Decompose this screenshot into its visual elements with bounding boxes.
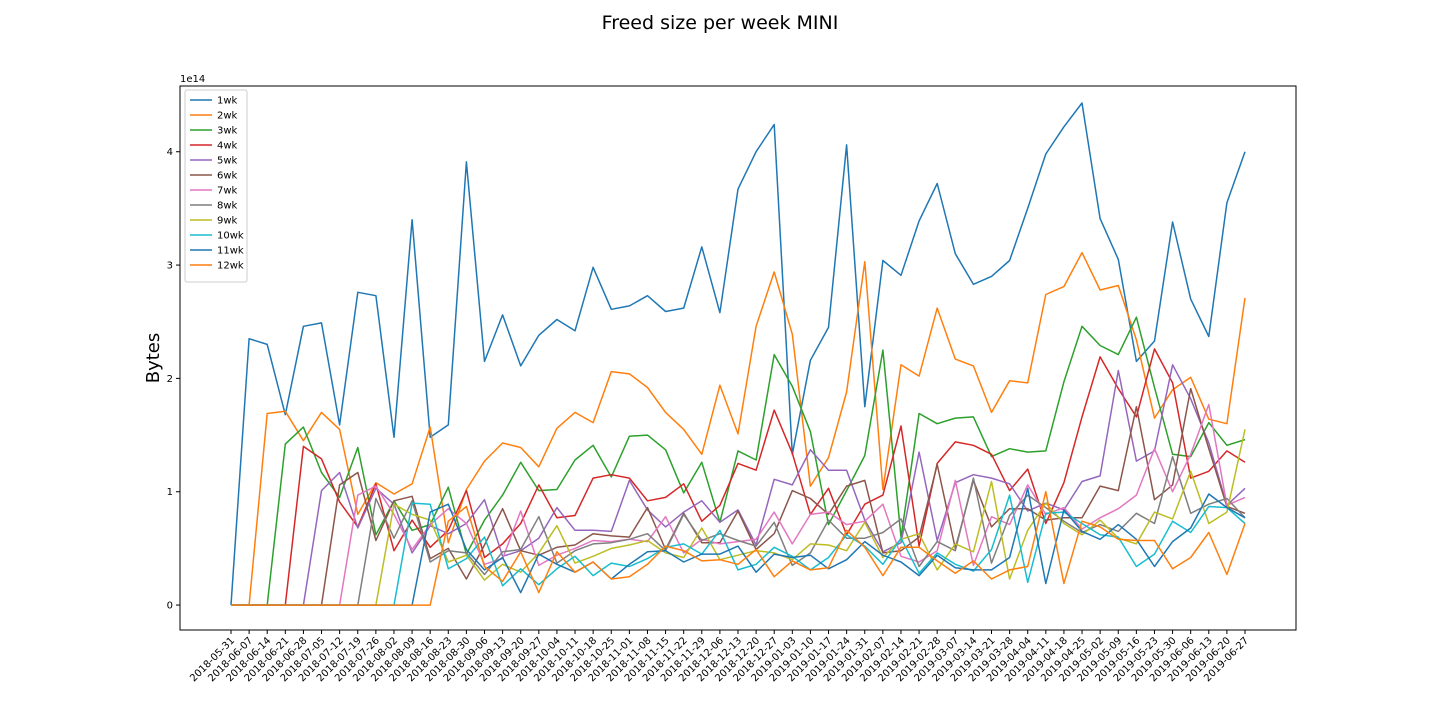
legend-label-2wk: 2wk bbox=[217, 111, 238, 122]
series-line-4wk bbox=[231, 348, 1246, 606]
legend-label-5wk: 5wk bbox=[217, 156, 238, 167]
legend-label-9wk: 9wk bbox=[217, 216, 238, 227]
legend-label-4wk: 4wk bbox=[217, 141, 238, 152]
plot-area bbox=[179, 85, 1297, 631]
x-axis: 2018-05-312018-06-072018-06-142018-06-21… bbox=[188, 630, 1251, 684]
series-line-3wk bbox=[231, 316, 1246, 606]
legend-label-11wk: 11wk bbox=[217, 246, 244, 257]
series-line-5wk bbox=[231, 364, 1246, 606]
series-line-10wk bbox=[231, 494, 1246, 606]
series-layer bbox=[230, 102, 1246, 606]
legend-box bbox=[184, 89, 248, 283]
legend-label-3wk: 3wk bbox=[217, 126, 238, 137]
y-axis: 0 1 2 3 4 bbox=[167, 147, 180, 612]
chart-title: Freed size per week MINI bbox=[602, 12, 839, 34]
legend-label-12wk: 12wk bbox=[217, 261, 244, 272]
series-line-8wk bbox=[231, 455, 1246, 606]
series-line-12wk bbox=[231, 490, 1246, 606]
legend-label-10wk: 10wk bbox=[217, 231, 244, 242]
y-tick-label: 1 bbox=[167, 487, 173, 498]
y-tick-label: 0 bbox=[167, 601, 173, 612]
legend: 1wk 2wk 3wk 4wk 5wk 6wk 7wk 8wk 9wk 10wk 11wk 12wk bbox=[184, 89, 248, 283]
y-tick-label: 4 bbox=[167, 147, 173, 158]
series-line-9wk bbox=[231, 429, 1246, 606]
legend-label-1wk: 1wk bbox=[217, 96, 238, 107]
legend-label-7wk: 7wk bbox=[217, 186, 238, 197]
y-tick-label: 3 bbox=[167, 261, 173, 272]
series-line-2wk bbox=[231, 251, 1246, 606]
series-line-1wk bbox=[230, 102, 1246, 606]
legend-label-8wk: 8wk bbox=[217, 201, 238, 212]
series-line-6wk bbox=[231, 387, 1246, 606]
y-axis-offset-label: 1e14 bbox=[180, 74, 205, 85]
y-axis-label: Bytes bbox=[143, 333, 164, 384]
series-line-11wk bbox=[231, 487, 1246, 606]
y-tick-label: 2 bbox=[167, 374, 173, 385]
legend-label-6wk: 6wk bbox=[217, 171, 238, 182]
